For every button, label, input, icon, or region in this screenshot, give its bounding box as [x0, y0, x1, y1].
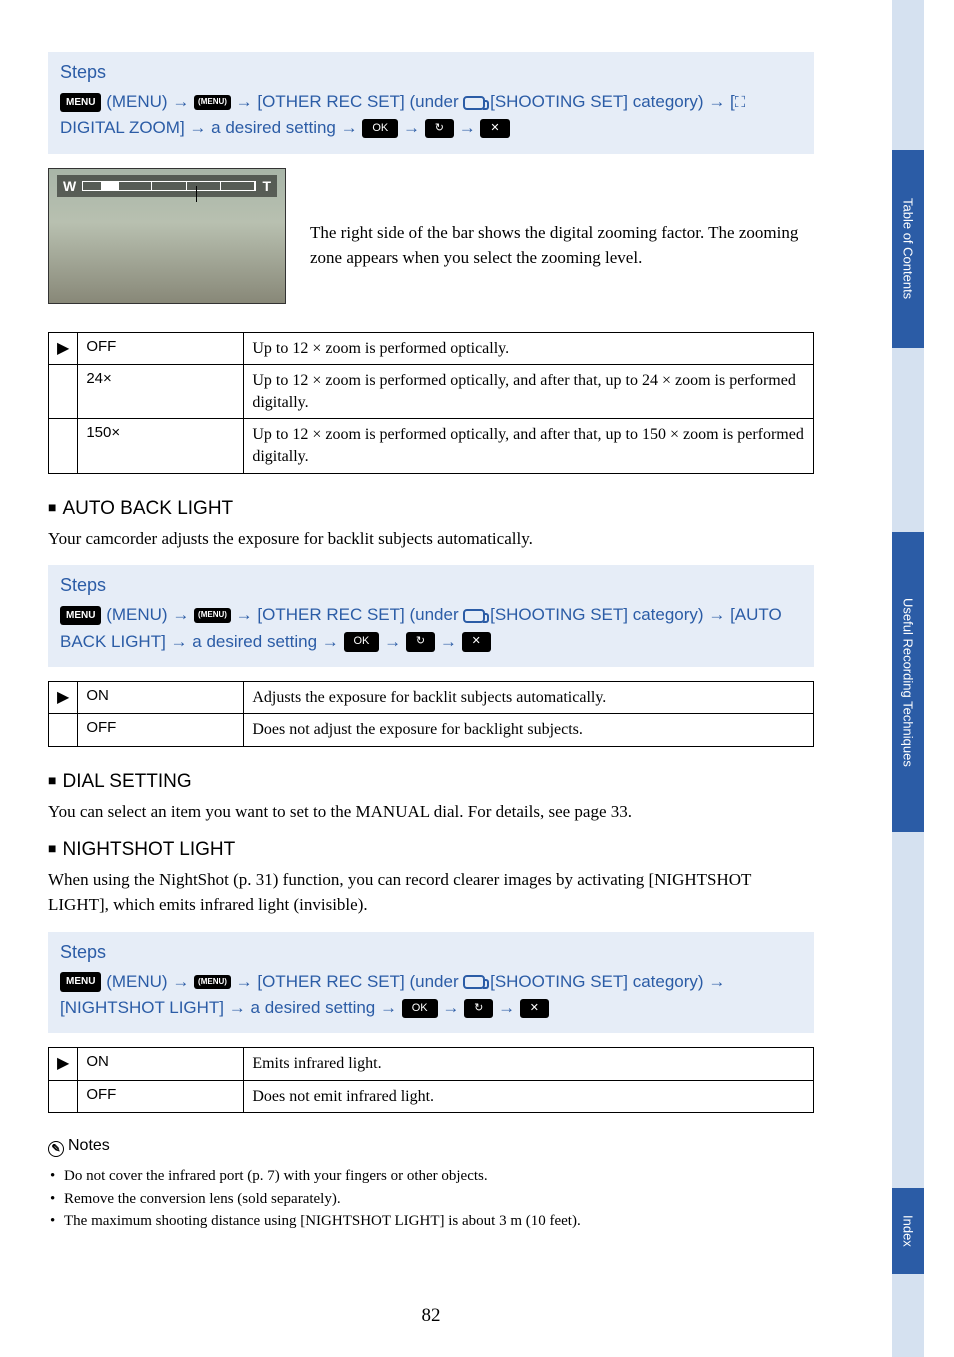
- menu-small-icon: (MENU): [194, 975, 231, 989]
- table-row: ▶ OFF Up to 12 × zoom is performed optic…: [49, 332, 814, 365]
- tab-spacer: [892, 0, 924, 150]
- ok-icon: OK: [344, 632, 380, 651]
- table-row: ▶ ON Adjusts the exposure for backlit su…: [49, 681, 814, 714]
- zoom-icon: ⛶: [735, 91, 746, 114]
- close-icon: ✕: [462, 632, 491, 651]
- tab-spacer: [892, 832, 924, 1188]
- steps-path: MENU (MENU) → (MENU) → [OTHER REC SET] (…: [60, 89, 802, 142]
- close-icon: ✕: [480, 119, 509, 138]
- table-row: ▶ ON Emits infrared light.: [49, 1048, 814, 1081]
- table-row: 24× Up to 12 × zoom is performed optical…: [49, 365, 814, 419]
- tab-toc[interactable]: Table of Contents: [892, 150, 924, 348]
- steps-path: MENU (MENU) → (MENU) → [OTHER REC SET] (…: [60, 602, 802, 655]
- table-row: OFF Does not emit infrared light.: [49, 1080, 814, 1113]
- close-icon: ✕: [520, 999, 549, 1018]
- digital-zoom-table: ▶ OFF Up to 12 × zoom is performed optic…: [48, 332, 814, 474]
- back-icon: ↻: [425, 119, 454, 138]
- menu-icon: MENU: [60, 93, 101, 113]
- zoom-thumbnail: W T: [48, 168, 286, 304]
- list-item: Do not cover the infrared port (p. 7) wi…: [50, 1165, 814, 1188]
- ok-icon: OK: [402, 999, 438, 1018]
- steps-path: MENU (MENU) → (MENU) → [OTHER REC SET] (…: [60, 969, 802, 1022]
- shooting-icon: [463, 609, 485, 623]
- section-dial-setting: DIAL SETTING: [48, 771, 814, 793]
- tele-label: T: [262, 178, 271, 194]
- notes-icon: ✎: [48, 1141, 64, 1157]
- nightshot-text: When using the NightShot (p. 31) functio…: [48, 867, 814, 918]
- back-icon: ↻: [464, 999, 493, 1018]
- menu-small-icon: (MENU): [194, 608, 231, 622]
- side-tabs: Table of Contents Useful Recording Techn…: [862, 0, 954, 1357]
- steps-title: Steps: [60, 575, 802, 596]
- section-nightshot: NIGHTSHOT LIGHT: [48, 839, 814, 861]
- auto-back-table: ▶ ON Adjusts the exposure for backlit su…: [48, 681, 814, 747]
- steps-title: Steps: [60, 62, 802, 83]
- notes-heading: ✎Notes: [48, 1137, 814, 1157]
- zoom-illustration-row: W T The right side of the bar shows the …: [48, 168, 814, 304]
- auto-back-text: Your camcorder adjusts the exposure for …: [48, 526, 814, 552]
- tab-spacer: [892, 348, 924, 532]
- steps-box-nightshot: Steps MENU (MENU) → (MENU) → [OTHER REC …: [48, 932, 814, 1034]
- tab-useful[interactable]: Useful Recording Techniques: [892, 532, 924, 832]
- shooting-icon: [463, 96, 485, 110]
- steps-title: Steps: [60, 942, 802, 963]
- tab-index[interactable]: Index: [892, 1188, 924, 1274]
- menu-icon: MENU: [60, 972, 101, 992]
- zoom-caption: The right side of the bar shows the digi…: [310, 168, 814, 271]
- tab-spacer: [892, 1274, 924, 1357]
- list-item: The maximum shooting distance using [NIG…: [50, 1210, 814, 1233]
- menu-small-icon: (MENU): [194, 95, 231, 109]
- zoom-slider: [82, 181, 256, 191]
- notes-list: Do not cover the infrared port (p. 7) wi…: [48, 1165, 814, 1233]
- table-row: OFF Does not adjust the exposure for bac…: [49, 714, 814, 747]
- wide-label: W: [63, 178, 76, 194]
- page-content: Steps MENU (MENU) → (MENU) → [OTHER REC …: [0, 0, 862, 1233]
- nightshot-table: ▶ ON Emits infrared light. OFF Does not …: [48, 1047, 814, 1113]
- dial-text: You can select an item you want to set t…: [48, 799, 814, 825]
- menu-icon: MENU: [60, 606, 101, 626]
- shooting-icon: [463, 975, 485, 989]
- page-number: 82: [0, 1305, 862, 1327]
- zoom-bar: W T: [57, 175, 277, 197]
- steps-box-digital-zoom: Steps MENU (MENU) → (MENU) → [OTHER REC …: [48, 52, 814, 154]
- steps-box-auto-back: Steps MENU (MENU) → (MENU) → [OTHER REC …: [48, 565, 814, 667]
- ok-icon: OK: [362, 119, 398, 138]
- table-row: 150× Up to 12 × zoom is performed optica…: [49, 419, 814, 473]
- back-icon: ↻: [406, 632, 435, 651]
- list-item: Remove the conversion lens (sold separat…: [50, 1188, 814, 1211]
- section-auto-back-light: AUTO BACK LIGHT: [48, 498, 814, 520]
